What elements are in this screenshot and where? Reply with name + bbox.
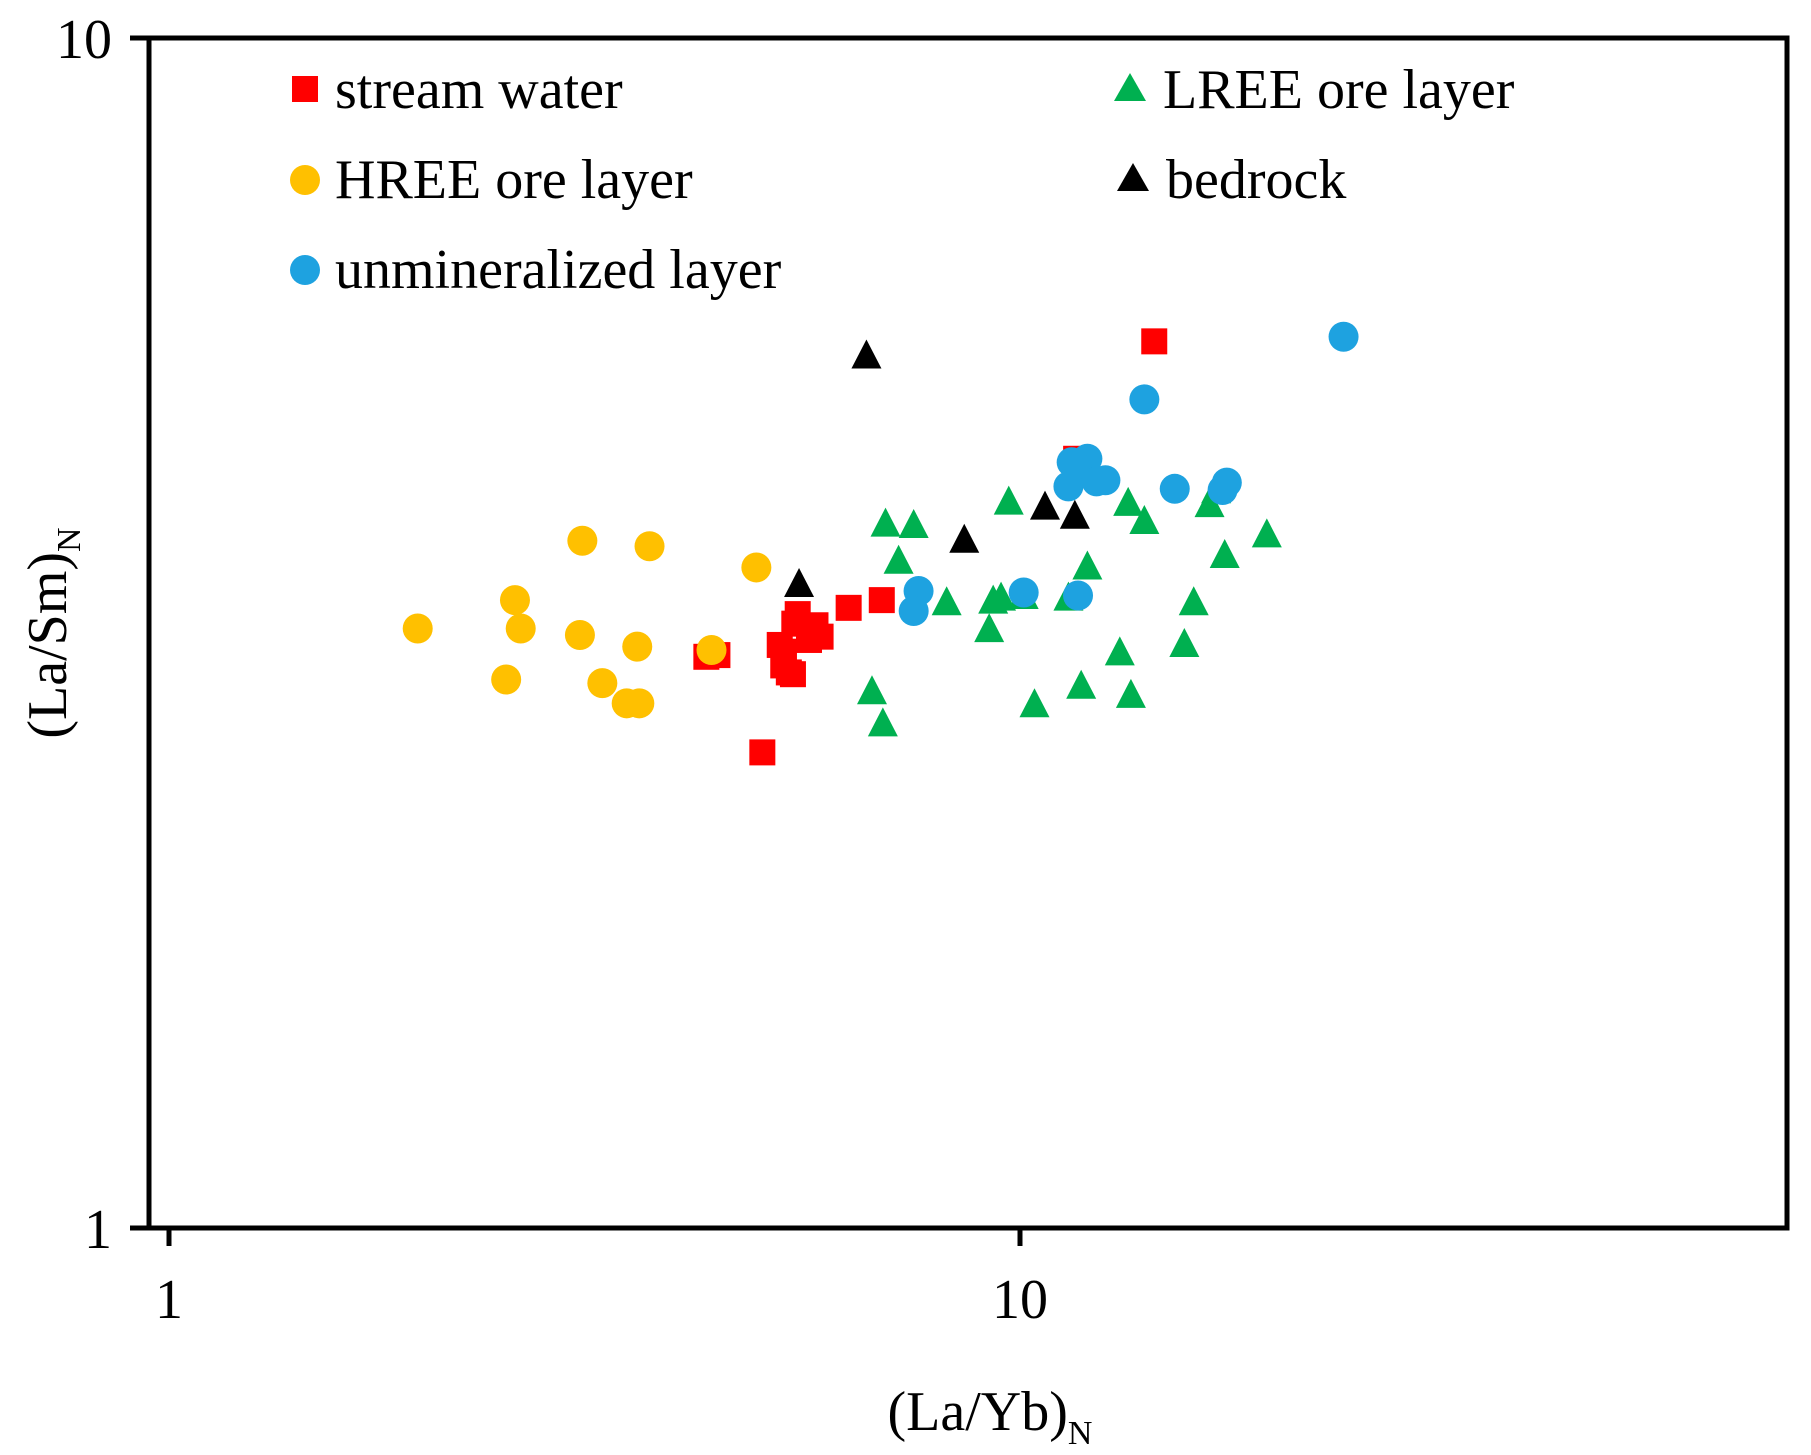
data-point-lree-ore-layer [1251, 518, 1282, 548]
data-point-lree-ore-layer [1066, 669, 1097, 699]
data-point-bedrock [1030, 490, 1061, 520]
legend-item-lree-ore-layer: LREE ore layer [1114, 59, 1515, 121]
data-point-lree-ore-layer [867, 707, 898, 737]
legend-marker-triangle-green [1114, 73, 1146, 101]
data-point-lree-ore-layer [1115, 678, 1146, 708]
data-point-lree-ore-layer [1169, 627, 1200, 657]
data-point-hree-ore-layer [402, 613, 433, 644]
legend-label-hree-ore-layer: HREE ore layer [335, 149, 693, 211]
data-point-hree-ore-layer [567, 525, 598, 556]
data-point-hree-ore-layer [587, 668, 618, 699]
data-point-hree-ore-layer [564, 620, 595, 651]
data-point-hree-ore-layer [622, 631, 653, 662]
legend-label-lree-ore-layer: LREE ore layer [1163, 59, 1515, 121]
series-unmineralized-layer [898, 321, 1359, 626]
data-point-lree-ore-layer [931, 586, 962, 616]
data-point-unmineralized-layer [1129, 384, 1160, 415]
data-point-unmineralized-layer [1053, 471, 1084, 502]
data-points [402, 321, 1359, 766]
data-point-lree-ore-layer [993, 485, 1024, 515]
data-point-bedrock [851, 339, 882, 369]
legend-marker-square-red [292, 76, 318, 102]
data-point-stream-water [835, 594, 862, 621]
data-point-stream-water [868, 587, 895, 614]
data-point-lree-ore-layer [986, 581, 1017, 611]
data-point-lree-ore-layer [1019, 688, 1050, 718]
legend-item-unmineralized-layer: unmineralized layer [290, 239, 782, 301]
data-point-lree-ore-layer [1178, 586, 1209, 616]
data-point-hree-ore-layer [505, 613, 536, 644]
legend-item-bedrock: bedrock [1117, 149, 1346, 211]
y-axis-label: (La/Sm)N [17, 527, 88, 738]
legend-label-unmineralized-layer: unmineralized layer [335, 239, 782, 301]
axis-ticks: 1 10 1 10 [56, 9, 1048, 1331]
series-hree-ore-layer [402, 525, 772, 719]
data-point-hree-ore-layer [634, 531, 665, 562]
data-point-hree-ore-layer [499, 585, 530, 616]
x-tick-label: 1 [155, 1269, 183, 1331]
data-point-lree-ore-layer [856, 675, 887, 705]
y-tick-label: 10 [56, 9, 112, 71]
data-point-hree-ore-layer [491, 664, 522, 695]
data-point-unmineralized-layer [1090, 465, 1121, 496]
legend-item-stream-water: stream water [292, 59, 623, 121]
series-bedrock [784, 339, 1090, 598]
x-axis-label: (La/Yb)N [888, 1381, 1093, 1452]
data-point-lree-ore-layer [870, 507, 901, 537]
data-point-lree-ore-layer [974, 613, 1005, 643]
data-point-unmineralized-layer [1328, 321, 1359, 352]
data-point-bedrock [784, 568, 815, 598]
data-point-stream-water [1141, 328, 1168, 355]
legend-label-bedrock: bedrock [1166, 149, 1346, 211]
data-point-unmineralized-layer [1207, 475, 1238, 506]
legend-marker-circle-orange [290, 165, 320, 195]
x-tick-label: 10 [992, 1269, 1048, 1331]
data-point-lree-ore-layer [1209, 539, 1240, 569]
data-point-lree-ore-layer [1113, 486, 1144, 516]
data-point-hree-ore-layer [741, 552, 772, 583]
plot-area [146, 35, 1790, 1231]
data-point-stream-water [779, 661, 806, 688]
legend-marker-triangle-black [1117, 163, 1149, 191]
data-point-lree-ore-layer [883, 544, 914, 574]
legend: stream water LREE ore layer HREE ore lay… [290, 59, 1515, 301]
data-point-bedrock [949, 523, 980, 553]
data-point-unmineralized-layer [1063, 580, 1094, 611]
data-point-stream-water [749, 739, 776, 766]
data-point-lree-ore-layer [1129, 504, 1160, 534]
data-point-lree-ore-layer [1104, 636, 1135, 666]
data-point-unmineralized-layer [1159, 473, 1190, 504]
data-point-hree-ore-layer [696, 634, 727, 665]
legend-item-hree-ore-layer: HREE ore layer [290, 149, 693, 211]
y-tick-label: 1 [84, 1199, 112, 1261]
data-point-lree-ore-layer [898, 508, 929, 538]
data-point-lree-ore-layer [1072, 550, 1103, 580]
data-point-bedrock [1059, 499, 1090, 529]
legend-marker-circle-blue [290, 255, 320, 285]
data-point-unmineralized-layer [898, 595, 929, 626]
legend-label-stream-water: stream water [335, 59, 623, 121]
data-point-stream-water [802, 612, 829, 639]
data-point-hree-ore-layer [624, 688, 655, 719]
data-point-unmineralized-layer [1008, 577, 1039, 608]
